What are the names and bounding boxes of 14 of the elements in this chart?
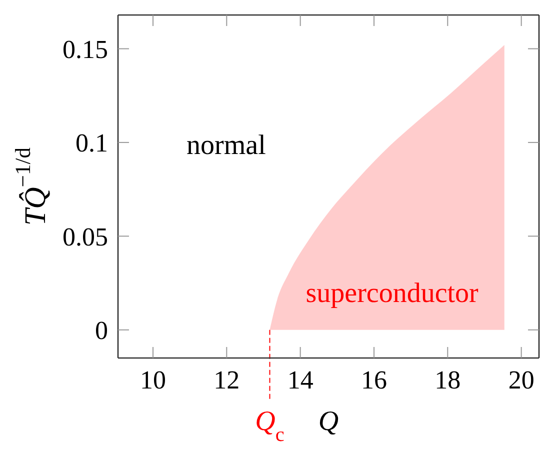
x-tick-label: 12	[214, 365, 240, 394]
y-tick-label: 0	[95, 316, 108, 346]
x-tick-label: 18	[434, 365, 461, 394]
y-tick-label: 0.1	[76, 128, 108, 158]
x-axis-title: Q	[318, 406, 339, 437]
x-tick-label: 20	[508, 365, 534, 394]
annotation: superconductor	[306, 277, 480, 308]
x-tick-label: 14	[287, 365, 314, 394]
ref-line-label: Q$_{c}$	[255, 406, 284, 446]
x-tick-label: 16	[360, 365, 387, 394]
annotation: normal	[186, 129, 266, 160]
y-tick-label: 0.15	[62, 34, 108, 64]
y-tick-label: 0.05	[62, 222, 108, 252]
x-tick-label: 10	[140, 365, 166, 394]
